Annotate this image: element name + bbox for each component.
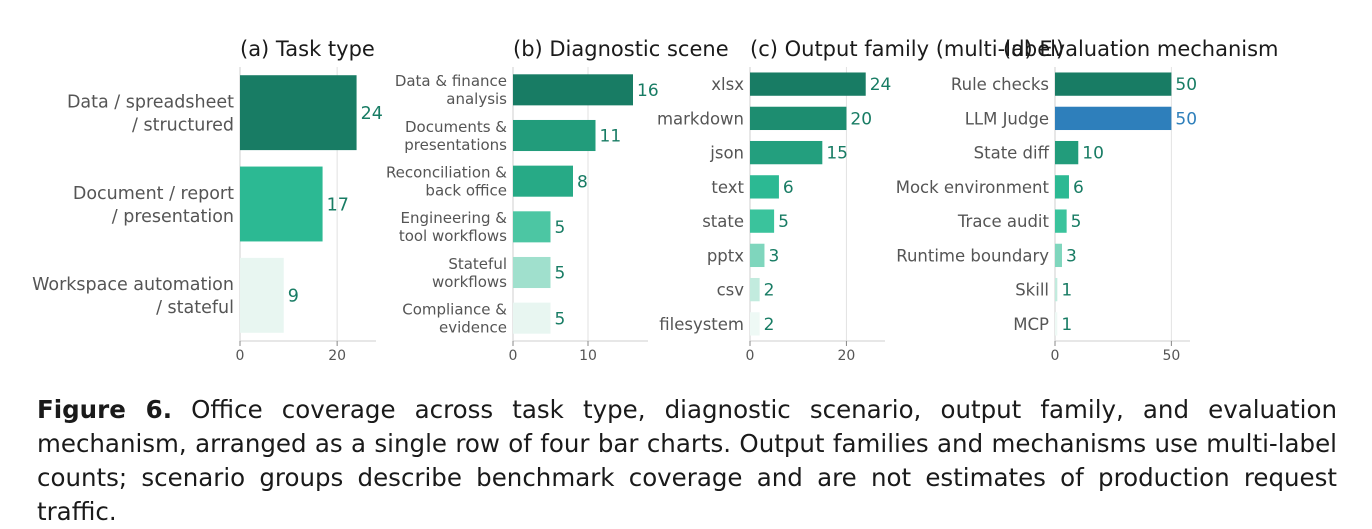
bar-compliance-evidence xyxy=(513,302,551,334)
bar-data-finance-analysis xyxy=(513,74,633,106)
bar-runtime-boundary xyxy=(1055,243,1062,268)
bar-filesystem xyxy=(750,312,760,336)
data-label: 24 xyxy=(361,104,383,124)
data-label: 5 xyxy=(555,218,566,238)
bar-workspace-automation-stateful xyxy=(240,257,284,333)
category-label: filesystem xyxy=(659,315,744,334)
data-label: 8 xyxy=(577,172,588,192)
data-label: 50 xyxy=(1175,75,1197,95)
category-label: Workspace automation / stateful xyxy=(32,275,234,318)
panel-title: (c) Output family (multi-label) xyxy=(750,37,1064,61)
bar-pptx xyxy=(750,243,765,268)
bar-skill xyxy=(1055,277,1058,302)
bar-document-report-presentation xyxy=(240,166,323,242)
category-label: State diff xyxy=(974,144,1050,163)
category-label: Runtime boundary xyxy=(896,246,1049,265)
panel-d: 0 50 (d) Evaluation mechanism 50 Rule checks… xyxy=(896,37,1279,364)
panel-title: (d) Evaluation mechanism xyxy=(1003,37,1279,61)
figure-caption: Figure 6. Office coverage across task ty… xyxy=(37,393,1337,529)
bar-json xyxy=(750,140,823,165)
category-label: MCP xyxy=(1013,315,1049,334)
category-label: Stateful workflows xyxy=(432,255,507,291)
data-label: 1 xyxy=(1061,281,1072,301)
category-label: Rule checks xyxy=(951,75,1049,94)
panel-a: 0 20 (a) Task type 24 Data / spreadsheet / st… xyxy=(32,37,383,364)
data-label: 5 xyxy=(555,264,566,284)
category-label: Reconciliation & back office xyxy=(386,164,507,200)
bar-state-diff xyxy=(1055,140,1079,165)
data-label: 5 xyxy=(555,309,566,329)
category-label: Trace audit xyxy=(957,212,1050,231)
bar-csv xyxy=(750,277,760,302)
panel-b: 0 10 (b) Diagnostic scene 16 Data & finance a… xyxy=(386,37,729,364)
category-label: state xyxy=(702,212,744,231)
data-label: 3 xyxy=(768,246,779,266)
data-label: 17 xyxy=(327,195,349,215)
x-tick-label: 10 xyxy=(579,348,597,364)
data-label: 24 xyxy=(870,75,892,95)
panel-c: 0 20(c) Output family (multi-label)24xlsx… xyxy=(657,37,1064,364)
data-label: 50 xyxy=(1175,109,1197,129)
data-label: 20 xyxy=(850,109,872,129)
data-label: 16 xyxy=(637,81,659,101)
category-label: Compliance & evidence xyxy=(402,301,507,337)
category-label: json xyxy=(709,144,744,163)
bar-reconciliation-back-office xyxy=(513,165,573,197)
category-label: Skill xyxy=(1015,281,1049,300)
category-label: csv xyxy=(717,281,745,300)
bar-xlsx xyxy=(750,72,866,96)
x-tick-label: 20 xyxy=(838,348,856,364)
data-label: 5 xyxy=(778,212,789,232)
data-label: 2 xyxy=(764,315,775,335)
category-label: Document / report / presentation xyxy=(73,184,234,227)
x-tick-label: 0 xyxy=(1051,348,1060,364)
panel-title: (b) Diagnostic scene xyxy=(513,37,729,61)
x-tick-label: 0 xyxy=(746,348,755,364)
data-label: 15 xyxy=(826,144,848,164)
bar-documents-presentations xyxy=(513,119,596,152)
category-label: Data & finance analysis xyxy=(395,72,507,108)
data-label: 5 xyxy=(1071,212,1082,232)
bar-rule-checks xyxy=(1055,72,1172,96)
panel-title: (a) Task type xyxy=(240,37,375,61)
category-label: xlsx xyxy=(711,75,744,94)
caption-label: Figure 6. xyxy=(37,395,173,424)
category-label: Engineering & tool workflows xyxy=(399,209,507,245)
x-tick-label: 0 xyxy=(236,348,245,364)
bar-state xyxy=(750,209,775,233)
bar-llm-judge xyxy=(1055,106,1172,131)
bar-markdown xyxy=(750,106,847,131)
category-label: LLM Judge xyxy=(965,109,1049,128)
category-label: markdown xyxy=(657,109,744,128)
data-label: 11 xyxy=(600,127,622,147)
data-label: 9 xyxy=(288,287,299,307)
data-label: 10 xyxy=(1082,144,1104,164)
caption-text: Office coverage across task type, diagno… xyxy=(37,395,1337,526)
data-label: 2 xyxy=(764,281,775,301)
category-label: text xyxy=(711,178,744,197)
x-tick-label: 0 xyxy=(509,348,518,364)
category-label: Data / spreadsheet / structured xyxy=(67,92,234,135)
bar-data-spreadsheet-structured xyxy=(240,75,357,151)
data-label: 6 xyxy=(1073,178,1084,198)
category-label: Documents & presentations xyxy=(404,118,507,154)
x-tick-label: 50 xyxy=(1162,348,1180,364)
data-label: 1 xyxy=(1061,315,1072,335)
x-tick-label: 20 xyxy=(328,348,346,364)
bar-text xyxy=(750,175,779,199)
bar-trace-audit xyxy=(1055,209,1067,233)
bar-mock-environment xyxy=(1055,175,1069,199)
bar-mcp xyxy=(1055,312,1058,336)
data-label: 6 xyxy=(783,178,794,198)
bar-engineering-tool-workflows xyxy=(513,211,551,243)
bar-stateful-workflows xyxy=(513,256,551,289)
data-label: 3 xyxy=(1066,246,1077,266)
category-label: Mock environment xyxy=(896,178,1050,197)
category-label: pptx xyxy=(707,246,744,265)
